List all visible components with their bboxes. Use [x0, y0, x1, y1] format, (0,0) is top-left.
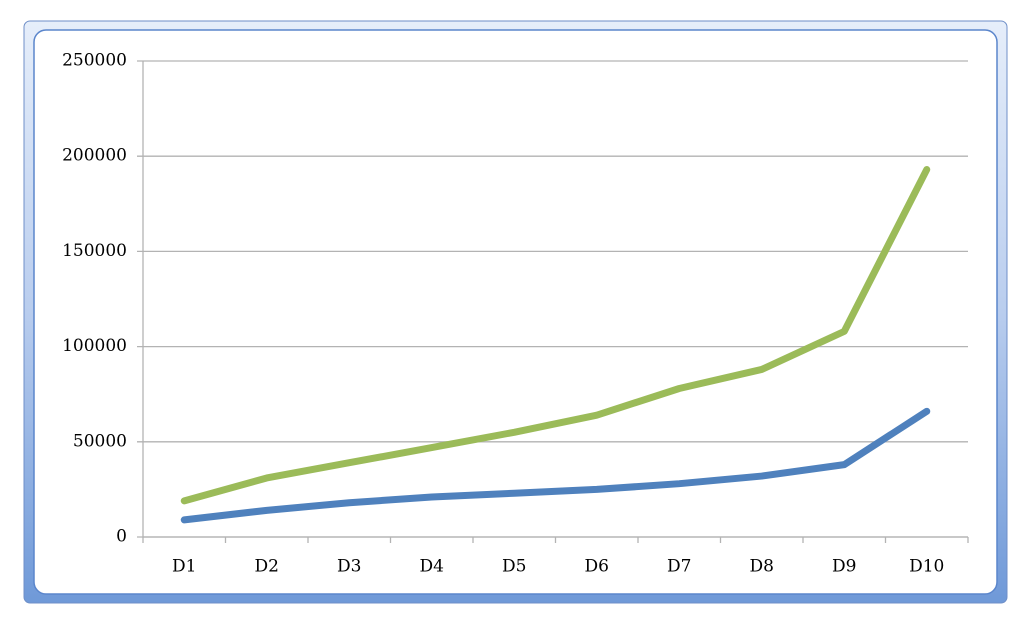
series-line	[180, 407, 931, 524]
x-tick-label: D6	[585, 557, 609, 577]
x-tick-label: D10	[909, 557, 944, 577]
y-tick-label: 0	[116, 527, 127, 547]
chart-area	[33, 29, 998, 595]
x-tick-label: D5	[502, 557, 526, 577]
x-tick-label: D4	[420, 557, 444, 577]
x-tick-label: D8	[750, 557, 774, 577]
x-tick-label: D9	[832, 557, 856, 577]
series-line	[180, 166, 931, 505]
x-tick-label: D1	[172, 557, 196, 577]
x-tick-label: D7	[667, 557, 691, 577]
x-tick-label: D2	[255, 557, 279, 577]
x-tick-label: D3	[337, 557, 361, 577]
y-tick-label: 150000	[62, 241, 127, 261]
plot-area: 0 50000 100000 150000 200000 250000 D1 D2 D3 D4 D5…	[62, 51, 969, 577]
y-tick-label: 50000	[73, 431, 127, 451]
y-tick-label: 200000	[62, 146, 127, 166]
y-tick-label: 250000	[62, 51, 127, 71]
y-tick-label: 100000	[62, 336, 127, 356]
